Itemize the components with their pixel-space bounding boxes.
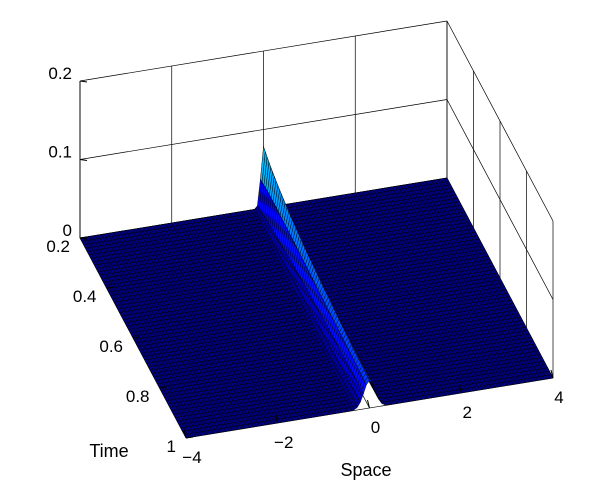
surface [79,146,554,439]
